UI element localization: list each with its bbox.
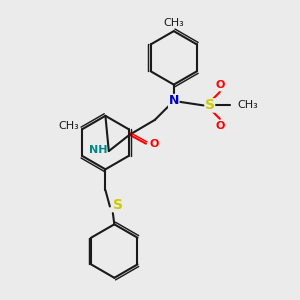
Text: CH₃: CH₃ xyxy=(58,121,79,131)
Text: S: S xyxy=(113,198,123,212)
Text: O: O xyxy=(149,139,159,149)
Text: O: O xyxy=(215,121,224,131)
Text: O: O xyxy=(215,80,224,90)
Text: CH₃: CH₃ xyxy=(164,17,184,28)
Text: NH: NH xyxy=(89,145,107,154)
Text: S: S xyxy=(205,98,215,112)
Text: CH₃: CH₃ xyxy=(238,100,258,110)
Text: N: N xyxy=(169,94,179,107)
